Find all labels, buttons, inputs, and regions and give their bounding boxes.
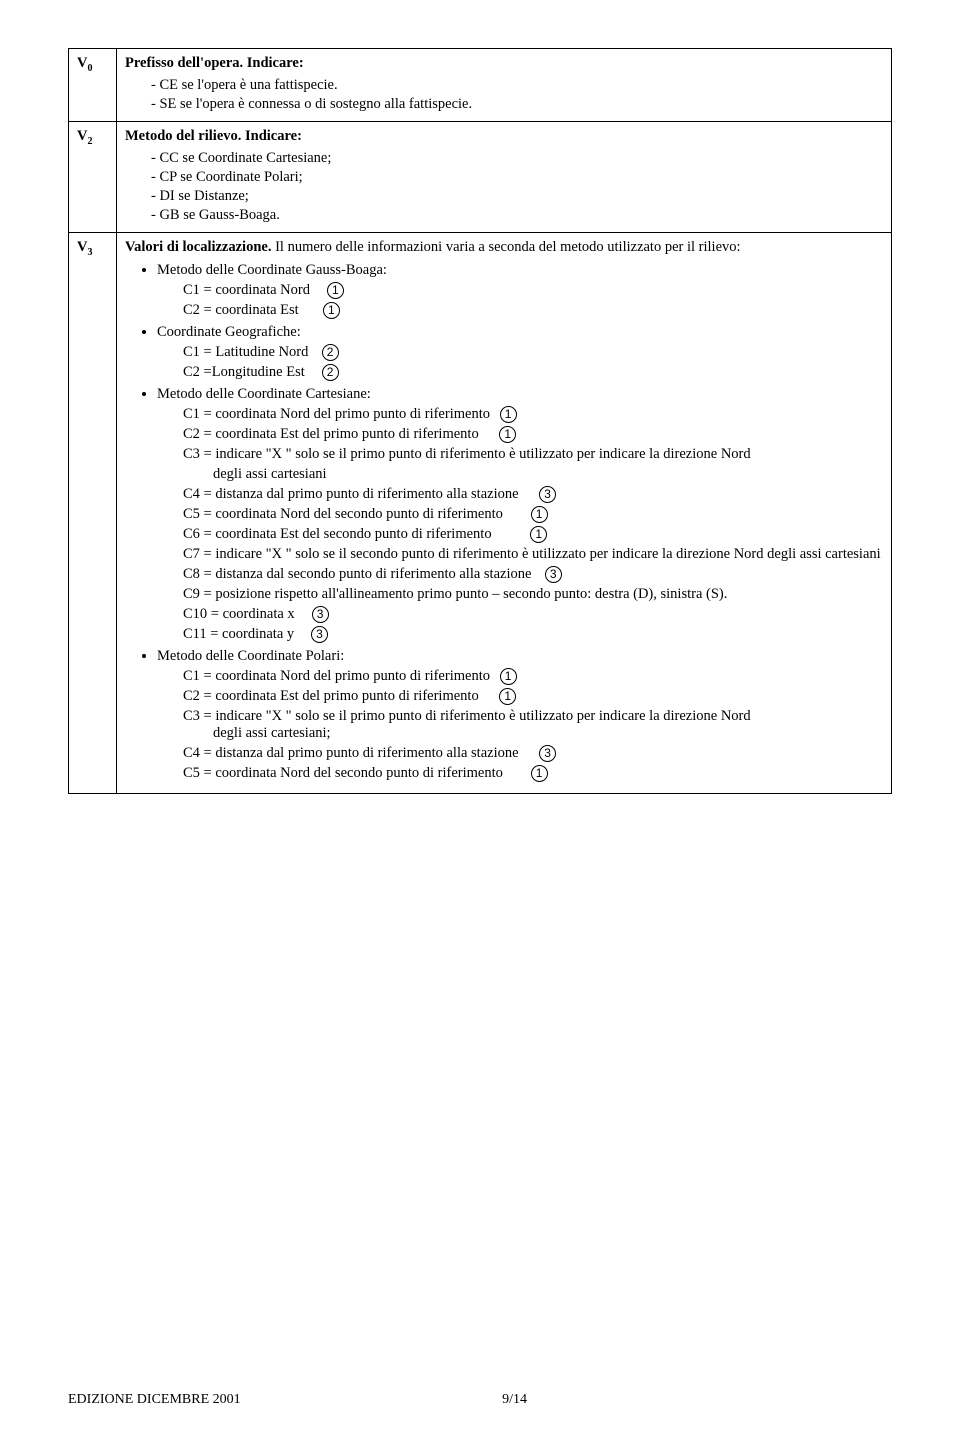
polar-c4: C4 = distanza dal primo punto di riferim…	[183, 745, 883, 762]
method-heading: Coordinate Geografiche:	[157, 324, 301, 340]
polar-c3: C3 = indicare "X " solo se il primo punt…	[183, 708, 883, 742]
mark-icon: 1	[531, 506, 548, 523]
text: C2 = coordinata Est del primo punto di r…	[183, 688, 479, 704]
v3-title: Valori di localizzazione. Il numero dell…	[125, 239, 883, 256]
mark-icon: 2	[322, 344, 339, 361]
v2-item: - DI se Distanze;	[151, 188, 883, 205]
label-main: V	[77, 239, 87, 255]
label-main: V	[77, 128, 87, 144]
text: C1 = coordinata Nord del primo punto di …	[183, 406, 490, 422]
method-heading: Metodo delle Coordinate Polari:	[157, 648, 344, 664]
text: C2 = coordinata Est del primo punto di r…	[183, 426, 479, 442]
row-label-v2: V2	[69, 122, 117, 233]
text: C2 =Longitudine Est	[183, 364, 305, 380]
mark-icon: 1	[327, 282, 344, 299]
cart-c9: C9 = posizione rispetto all'allineamento…	[183, 586, 883, 603]
mark-icon: 3	[539, 745, 556, 762]
row-content-v0: Prefisso dell'opera. Indicare: - CE se l…	[117, 49, 892, 122]
gauss-c2: C2 = coordinata Est 1	[183, 302, 883, 319]
cart-c6: C6 = coordinata Est del secondo punto di…	[183, 526, 883, 543]
v2-item: - CC se Coordinate Cartesiane;	[151, 150, 883, 167]
mark-icon: 1	[531, 765, 548, 782]
polar-c5: C5 = coordinata Nord del secondo punto d…	[183, 765, 883, 782]
text: C11 = coordinata y	[183, 626, 294, 642]
geo-c2: C2 =Longitudine Est 2	[183, 364, 883, 381]
gauss-c1: C1 = coordinata Nord 1	[183, 282, 883, 299]
method-geo: Coordinate Geografiche: C1 = Latitudine …	[157, 324, 883, 381]
method-polar: Metodo delle Coordinate Polari: C1 = coo…	[157, 648, 883, 782]
method-cartesian: Metodo delle Coordinate Cartesiane: C1 =…	[157, 386, 883, 643]
cart-c3-cont: degli assi cartesiani	[213, 466, 883, 483]
text: C5 = coordinata Nord del secondo punto d…	[183, 765, 503, 781]
cart-c7: C7 = indicare "X " solo se il secondo pu…	[183, 546, 883, 563]
v2-item: - CP se Coordinate Polari;	[151, 169, 883, 186]
polar-c2: C2 = coordinata Est del primo punto di r…	[183, 688, 883, 705]
v0-title: Prefisso dell'opera. Indicare:	[125, 55, 883, 72]
mark-icon: 1	[500, 668, 517, 685]
text: C1 = coordinata Nord del primo punto di …	[183, 668, 490, 684]
mark-icon: 3	[545, 566, 562, 583]
text: C2 = coordinata Est	[183, 302, 299, 318]
row-content-v2: Metodo del rilievo. Indicare: - CC se Co…	[117, 122, 892, 233]
v0-item: - SE se l'opera è connessa o di sostegno…	[151, 96, 883, 113]
mark-icon: 1	[499, 688, 516, 705]
cart-c4: C4 = distanza dal primo punto di riferim…	[183, 486, 883, 503]
row-v2: V2 Metodo del rilievo. Indicare: - CC se…	[69, 122, 892, 233]
v2-item: - GB se Gauss-Boaga.	[151, 207, 883, 224]
cart-c8: C8 = distanza dal secondo punto di rifer…	[183, 566, 883, 583]
row-label-v0: V0	[69, 49, 117, 122]
method-heading: Metodo delle Coordinate Cartesiane:	[157, 386, 371, 402]
mark-icon: 2	[322, 364, 339, 381]
v3-title-bold: Valori di localizzazione.	[125, 239, 271, 255]
row-v3: V3 Valori di localizzazione. Il numero d…	[69, 233, 892, 794]
text: C1 = coordinata Nord	[183, 282, 310, 298]
mark-icon: 3	[539, 486, 556, 503]
text: C10 = coordinata x	[183, 606, 295, 622]
text: C4 = distanza dal primo punto di riferim…	[183, 745, 519, 761]
row-label-v3: V3	[69, 233, 117, 794]
label-sub: 0	[87, 63, 92, 74]
polar-c1: C1 = coordinata Nord del primo punto di …	[183, 668, 883, 685]
footer-page: 9/14	[502, 1392, 527, 1408]
geo-c1: C1 = Latitudine Nord 2	[183, 344, 883, 361]
label-sub: 2	[87, 136, 92, 147]
text: C5 = coordinata Nord del secondo punto d…	[183, 506, 503, 522]
mark-icon: 3	[311, 626, 328, 643]
v2-title: Metodo del rilievo. Indicare:	[125, 128, 883, 145]
page-footer: EDIZIONE DICEMBRE 2001 9/14	[68, 1392, 892, 1408]
cart-c10: C10 = coordinata x 3	[183, 606, 883, 623]
label-main: V	[77, 55, 87, 71]
text: C1 = Latitudine Nord	[183, 344, 308, 360]
text: C8 = distanza dal secondo punto di rifer…	[183, 566, 531, 582]
method-heading: Metodo delle Coordinate Gauss-Boaga:	[157, 262, 387, 278]
footer-edition: EDIZIONE DICEMBRE 2001	[68, 1392, 241, 1407]
cart-c5: C5 = coordinata Nord del secondo punto d…	[183, 506, 883, 523]
mark-icon: 3	[312, 606, 329, 623]
polar-c3-cont: degli assi cartesiani;	[213, 725, 883, 742]
cart-c2: C2 = coordinata Est del primo punto di r…	[183, 426, 883, 443]
text: C4 = distanza dal primo punto di riferim…	[183, 486, 519, 502]
text: C6 = coordinata Est del secondo punto di…	[183, 526, 492, 542]
mark-icon: 1	[323, 302, 340, 319]
cart-c1: C1 = coordinata Nord del primo punto di …	[183, 406, 883, 423]
v3-title-rest: Il numero delle informazioni varia a sec…	[271, 239, 740, 255]
definition-table: V0 Prefisso dell'opera. Indicare: - CE s…	[68, 48, 892, 794]
label-sub: 3	[87, 247, 92, 258]
mark-icon: 1	[499, 426, 516, 443]
mark-icon: 1	[500, 406, 517, 423]
row-content-v3: Valori di localizzazione. Il numero dell…	[117, 233, 892, 794]
cart-c3: C3 = indicare "X " solo se il primo punt…	[183, 446, 883, 483]
v0-item: - CE se l'opera è una fattispecie.	[151, 77, 883, 94]
v3-methods-list: Metodo delle Coordinate Gauss-Boaga: C1 …	[157, 262, 883, 782]
row-v0: V0 Prefisso dell'opera. Indicare: - CE s…	[69, 49, 892, 122]
cart-c11: C11 = coordinata y 3	[183, 626, 883, 643]
method-gauss: Metodo delle Coordinate Gauss-Boaga: C1 …	[157, 262, 883, 319]
mark-icon: 1	[530, 526, 547, 543]
